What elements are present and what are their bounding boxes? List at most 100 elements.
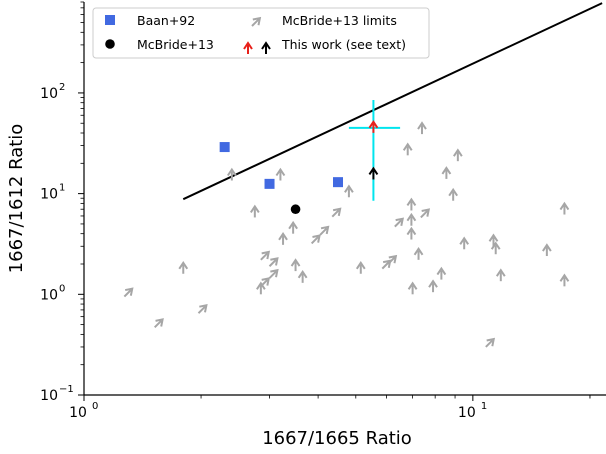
mcbride13-limit-arrow-26-head (406, 212, 417, 222)
mcbride13-limit-arrow-29 (413, 247, 424, 260)
mcbride13-limit-arrow-2-shaft (197, 305, 206, 314)
mcbride13-limit-arrow-27 (406, 226, 417, 240)
mcbride13-limit-arrow-32 (428, 279, 438, 293)
mcbride13-limit-arrow-34 (441, 166, 452, 179)
legend-label-mcbride13: McBride+13 (137, 37, 214, 52)
mcbride13-limit-arrow-20 (355, 260, 366, 274)
this-work-arrow-1-head (368, 166, 379, 176)
mcbride13-limit-arrow-9-shaft (268, 259, 277, 267)
mcbride13-limit-arrow-30 (420, 208, 431, 219)
legend-marker-mcbride13-limits-head (252, 16, 262, 26)
mcbride13-limit-arrow-12 (278, 232, 288, 245)
mcbride13-limit-arrow-16-shaft (310, 236, 319, 245)
mcbride13-limit-arrow-39-head (488, 233, 499, 242)
mcbride13-limit-arrow-8 (256, 281, 266, 295)
y-tick-label: 10 (40, 287, 58, 303)
mcbride13-limit-arrow-37-head (459, 236, 470, 245)
y-tick-exponent: 0 (59, 283, 65, 294)
mcbride13-limit-arrow-18 (331, 207, 342, 218)
mcbride13-limit-arrow-19-head (344, 184, 354, 193)
mcbride13-limit-arrow-16 (310, 234, 321, 245)
mcbride13-limit-arrow-16-head (312, 234, 321, 243)
mcbride13-limit-arrow-38 (485, 337, 496, 348)
mcbride13-limit-arrow-34-head (441, 166, 452, 175)
mcbride13-point-0 (290, 204, 301, 215)
mcbride13-limit-arrow-38-head (486, 337, 496, 347)
mcbride13-limit-arrow-27-head (406, 226, 417, 236)
mcbride13-limit-arrow-39 (488, 233, 499, 247)
mcbride13-limit-arrow-42 (542, 243, 552, 257)
mcbride13-limit-arrow-22 (387, 254, 398, 265)
mcbride13-limit-arrow-11-head (275, 167, 286, 177)
mcbride13-limit-arrow-10-head (270, 268, 279, 278)
mcbride13-limit-arrow-9-head (270, 257, 279, 266)
mcbride13-limit-arrow-43 (559, 201, 570, 215)
mcbride13-limit-arrow-10-shaft (268, 270, 277, 279)
mcbride13-limit-arrow-20-head (355, 260, 366, 270)
mcbride13-limit-arrow-25-head (406, 197, 417, 207)
x-tick-exponent: 0 (92, 401, 98, 412)
legend-marker-baan92 (105, 15, 115, 25)
mcbride13-limit-arrow-0-shaft (123, 289, 132, 298)
legend-marker-this-work-black (261, 41, 271, 54)
mcbride13-limit-arrow-3-head (178, 260, 189, 270)
mcbride13-limit-arrow-37 (459, 236, 470, 250)
mcbride13-limit-arrow-33-head (436, 266, 447, 276)
mcbride13-limit-arrow-0-head (124, 287, 134, 296)
mcbride13-limit-arrow-23 (394, 217, 404, 228)
mcbride13-limit-arrow-42-head (542, 243, 552, 252)
mcbride13-limit-arrow-32-head (428, 279, 438, 288)
mcbride13-limit-arrow-35-head (448, 187, 459, 197)
mcbride13-limit-arrow-14 (290, 258, 301, 272)
mcbride13-limit-arrow-38-shaft (485, 339, 494, 348)
mcbride13-limit-arrow-9 (268, 257, 279, 267)
mcbride13-limit-arrow-31-head (417, 121, 427, 130)
mcbride13-limit-arrow-33 (436, 266, 447, 280)
mcbride13-limit-arrow-43-head (559, 201, 570, 211)
mcbride13-limit-arrow-6-head (261, 250, 271, 260)
mcbride13-limit-arrow-8-head (256, 281, 266, 290)
mcbride13-limit-arrow-18-shaft (331, 209, 340, 218)
legend-marker-this-work-red-head (243, 41, 253, 50)
mcbride13-limit-arrow-7-head (261, 277, 271, 286)
mcbride13-limit-arrow-4-head (227, 167, 237, 177)
mcbride13-limit-arrow-40-head (490, 241, 501, 250)
mcbride13-limit-arrow-35 (448, 187, 459, 201)
mcbride13-limit-arrow-11 (275, 167, 286, 181)
mcbride13-limit-arrow-36 (453, 148, 463, 162)
mcbride13-limit-arrow-1-shaft (154, 320, 162, 329)
mcbride13-limit-arrow-1-head (155, 318, 164, 327)
mcbride13-limit-arrow-4 (227, 167, 237, 181)
baan92-point-2 (333, 177, 344, 188)
mcbride13-limit-arrow-29-head (413, 247, 424, 256)
mcbride13-limit-arrow-28 (407, 281, 418, 295)
mcbride13-limit-arrow-6-shaft (260, 252, 269, 261)
this-work-arrow-1 (368, 166, 379, 180)
mcbride13-limit-arrow-22-shaft (387, 256, 396, 265)
mcbride13-limit-arrow-28-head (407, 281, 418, 290)
mcbride13-limit-arrow-14-head (290, 258, 301, 267)
mcbride13-limit-arrow-17 (319, 225, 330, 236)
legend-box (92, 7, 430, 59)
mcbride13-limit-arrow-23-shaft (394, 219, 403, 228)
plot-area (123, 2, 603, 348)
this-work-arrow-0 (368, 120, 379, 133)
mcbride13-limit-arrow-17-shaft (319, 227, 328, 236)
x-tick-label: 10 (458, 405, 476, 421)
legend-marker-mcbride13 (105, 39, 115, 49)
mcbride13-limit-arrow-41 (495, 268, 506, 282)
mcbride13-limit-arrow-2-head (199, 303, 208, 313)
y-tick-exponent: 2 (59, 82, 65, 93)
mcbride13-limit-arrow-13-head (288, 220, 298, 230)
mcbride13-limit-arrow-36-head (453, 148, 463, 157)
y-tick-exponent: −1 (59, 384, 74, 395)
mcbride13-limit-arrow-5 (250, 204, 260, 218)
x-tick-exponent: 1 (481, 401, 487, 412)
mcbride13-limit-arrow-6 (260, 250, 271, 261)
mcbride13-limit-arrow-30-shaft (420, 210, 429, 219)
mcbride13-limit-arrow-24-head (402, 142, 413, 151)
mcbride13-limit-arrow-12-head (278, 232, 288, 241)
